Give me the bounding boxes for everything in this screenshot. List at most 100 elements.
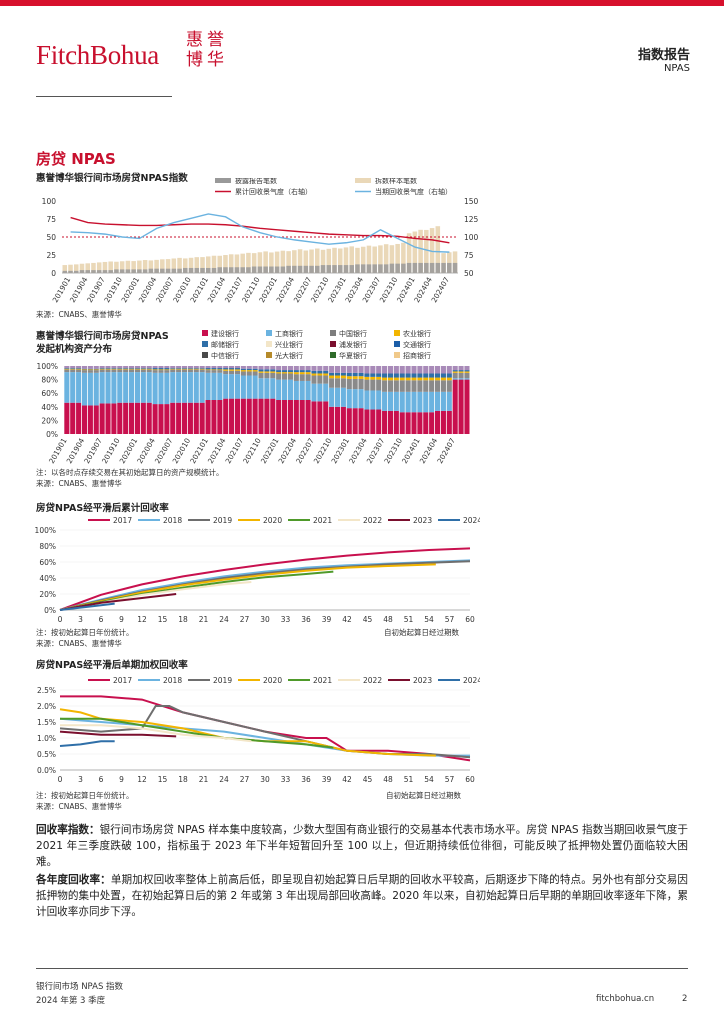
chart1-bar-disclosed [292, 265, 297, 273]
chart2-ytick: 20% [41, 416, 58, 425]
chart2-bar-segment [387, 410, 394, 434]
chart2-bar-segment [205, 368, 211, 370]
chart2-bar-segment [229, 370, 235, 375]
chart1-bar-sample [91, 262, 96, 273]
chart1-bar-sample [68, 264, 73, 273]
chart2-bar-segment [382, 366, 388, 374]
chart2-bar-segment [387, 366, 394, 374]
chart2-bar-segment [317, 401, 323, 434]
chart2-bar-segment [176, 372, 182, 403]
chart1-bar-sample [131, 261, 136, 273]
chart1-bar-sample [200, 257, 205, 273]
chart1-bar-sample [228, 254, 234, 273]
chart2-bar-segment [370, 409, 376, 434]
chart2-bar-segment [129, 366, 135, 369]
chart2-bar-segment [417, 380, 423, 392]
chart4-legend-label: 2020 [263, 676, 282, 685]
chart1-bar-disclosed [234, 267, 240, 273]
footer-divider [36, 968, 688, 969]
chart2-bar-segment [211, 366, 217, 369]
chart1-bar-disclosed [441, 262, 446, 273]
chart2-bar-segment [458, 379, 464, 434]
chart2-bar-segment [287, 379, 293, 400]
chart1-bar-disclosed [246, 267, 251, 273]
chart3-xtick: 54 [424, 615, 434, 624]
chart3-xtick: 15 [158, 615, 168, 624]
chart3-line-2023 [59, 593, 177, 611]
chart2-ytick: 0% [46, 430, 58, 439]
chart4-xtick: 21 [199, 775, 209, 784]
chart2-bar-segment [70, 369, 76, 373]
chart2-bar-segment [293, 400, 299, 434]
chart2-bar-segment [258, 366, 264, 370]
chart3-xtick: 6 [99, 615, 104, 624]
chart2-bar-segment [323, 366, 329, 371]
chart2-bar-segment [240, 370, 246, 372]
chart2-bar-segment [76, 368, 82, 369]
chart2-note: 注：以各时点存续交易在其初始起算日的资产规模统计。 [36, 468, 224, 477]
chart2-bar-segment [234, 368, 241, 370]
chart2-bar-segment [458, 370, 464, 372]
logo-wordmark: FitchBohua [36, 40, 159, 70]
chart1-bar-disclosed [154, 268, 159, 273]
chart2-bar-segment [76, 372, 82, 403]
chart2-bar-segment [223, 368, 229, 370]
chart1-bar-disclosed [424, 262, 429, 273]
chart2-bar-segment [123, 368, 129, 370]
chart1-bar-sample [73, 264, 79, 273]
chart2-bar-segment [382, 377, 388, 381]
chart2-legend-label: 浦发银行 [339, 340, 367, 349]
chart1-bar-sample [62, 265, 68, 273]
chart1-bar-sample [102, 261, 108, 273]
chart2-bar-segment [311, 375, 317, 384]
chart2-bar-segment [270, 369, 276, 372]
chart1-bar-disclosed [452, 262, 458, 273]
chart2-legend-label: 农业银行 [403, 329, 431, 338]
chart2-bar-segment [111, 368, 117, 370]
chart3-xtick: 30 [260, 615, 270, 624]
chart2-bar-segment [158, 372, 164, 405]
chart4-source: 来源：CNABS、惠誉博华 [36, 802, 122, 811]
chart1-ytick-left: 0 [51, 269, 56, 278]
chart1-bar-disclosed [217, 267, 222, 273]
chart1-bar-disclosed [85, 270, 90, 273]
chart2-bar-segment [105, 368, 111, 369]
chart2-bar-segment [423, 380, 429, 392]
chart1-bar-sample [406, 233, 412, 273]
chart2-bar-segment [229, 369, 235, 371]
chart2-bar-segment [393, 377, 399, 381]
chart1-bar-disclosed [389, 263, 395, 273]
chart2-bar-segment [464, 372, 470, 379]
chart1-legend-swatch [215, 178, 231, 183]
chart1-bar-sample [435, 226, 441, 273]
chart3-xtick: 39 [322, 615, 332, 624]
chart2-bar-segment [246, 366, 252, 369]
chart3-line-2018 [59, 559, 471, 611]
chart2-bar-segment [252, 368, 258, 371]
chart2-bar-segment [105, 368, 111, 370]
chart4-ytick: 2.5% [37, 686, 56, 695]
chart2-legend-label: 建设银行 [211, 329, 239, 338]
chart2-bar-segment [299, 372, 305, 375]
chart3-legend-label: 2024 [463, 516, 480, 525]
chart2-legend-swatch [266, 330, 272, 336]
chart2-bar-segment [205, 369, 211, 371]
chart2-bar-segment [434, 377, 441, 381]
chart1-bar-sample [452, 251, 458, 273]
chart3-xtick: 60 [465, 615, 475, 624]
chart2-bar-segment [429, 366, 435, 374]
chart2-bar-segment [258, 398, 264, 434]
chart2-ytick: 60% [41, 389, 58, 398]
chart1-bar-sample [251, 253, 257, 273]
chart1-ytick-left: 75 [46, 215, 56, 224]
chart1-bar-disclosed [142, 269, 148, 273]
chart1-bar-disclosed [177, 268, 182, 273]
chart3-xtick: 42 [342, 615, 352, 624]
chart2-bar-segment [346, 378, 352, 390]
chart2-bar-segment [152, 372, 158, 405]
chart2-bar-segment [152, 370, 158, 373]
chart2-bar-segment [176, 369, 182, 373]
chart2-bar-segment [376, 373, 382, 377]
chart3-legend-label: 2022 [363, 516, 382, 525]
chart2-bar-segment [311, 370, 317, 374]
